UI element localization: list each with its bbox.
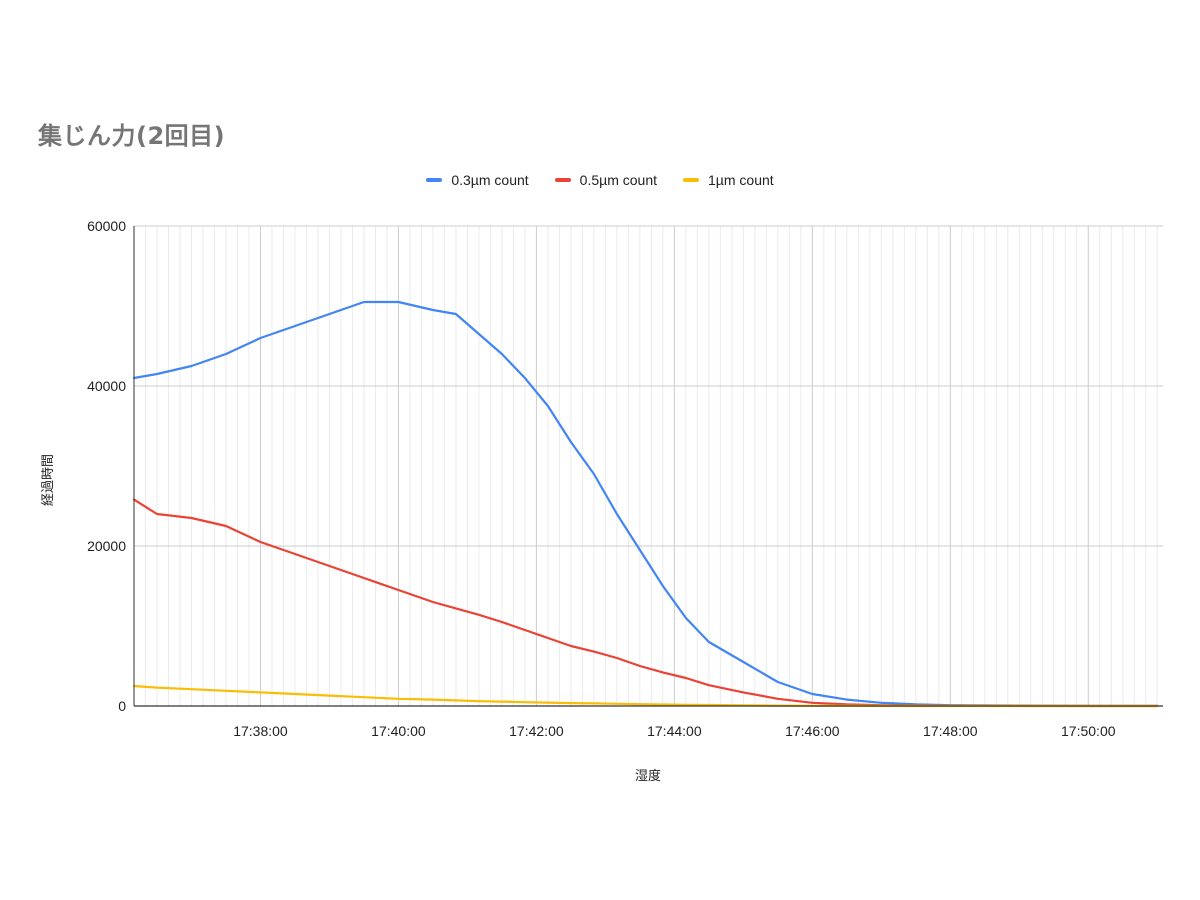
series-line-1: [132, 498, 1159, 708]
y-tick-label: 20000: [87, 538, 126, 554]
legend: 0.3µm count 0.5µm count 1µm count: [0, 172, 1200, 188]
series-layer: [132, 300, 1159, 708]
y-tick-label: 60000: [87, 218, 126, 234]
x-tick-label: 17:50:00: [1061, 723, 1116, 739]
chart-title: 集じん力(2回目): [38, 122, 226, 150]
x-tick-label: 17:42:00: [509, 723, 564, 739]
grid-minor: [133, 226, 1158, 706]
legend-swatch-0.5um: [554, 178, 571, 182]
legend-swatch-1um: [683, 178, 699, 182]
x-tick-label: 17:46:00: [785, 723, 840, 739]
legend-item-0.3um[interactable]: 0.3µm count: [426, 172, 529, 188]
axis-layer: 17:38:00 17:40:00 17:42:00 17:44:00 17:46:00…: [87, 218, 1163, 739]
legend-swatch-0.3um: [426, 178, 443, 182]
legend-label-1um: 1µm count: [708, 172, 774, 188]
y-tick-label: 0: [118, 698, 126, 714]
y-axis-title: 経過時間: [41, 454, 56, 506]
x-tick-label: 17:48:00: [923, 723, 978, 739]
legend-label-0.3um: 0.3µm count: [451, 172, 529, 188]
x-tick-label: 17:38:00: [233, 723, 288, 739]
x-tick-label: 17:44:00: [647, 723, 702, 739]
x-tick-label: 17:40:00: [371, 723, 426, 739]
y-tick-label: 40000: [87, 378, 126, 394]
grid-major: [134, 225, 1163, 706]
legend-item-1um[interactable]: 1µm count: [683, 172, 774, 188]
x-axis-title: 湿度: [635, 768, 661, 784]
series-line-0: [132, 300, 1159, 708]
legend-item-0.5um[interactable]: 0.5µm count: [554, 172, 657, 188]
series-line-2: [132, 684, 1159, 708]
legend-label-0.5um: 0.5µm count: [579, 172, 657, 188]
